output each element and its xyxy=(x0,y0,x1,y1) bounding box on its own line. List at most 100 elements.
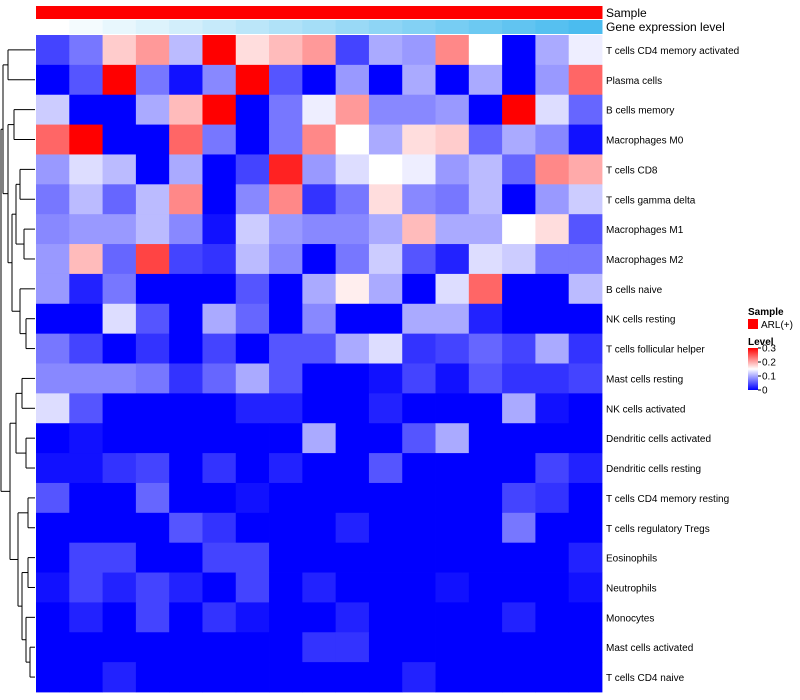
heatmap-cell xyxy=(302,482,337,514)
row-label: T cells CD4 memory resting xyxy=(606,494,729,505)
heatmap-cell xyxy=(302,632,337,663)
heatmap-cell xyxy=(402,214,436,245)
heatmap-cell xyxy=(202,333,237,364)
heatmap-cell xyxy=(335,363,370,394)
heatmap-cell xyxy=(269,542,303,573)
heatmap-cell xyxy=(169,64,203,96)
heatmap-cell xyxy=(169,453,203,484)
heatmap-cell xyxy=(402,64,436,96)
heatmap-cell xyxy=(269,333,303,364)
heatmap-cell xyxy=(468,94,503,125)
heatmap-cell xyxy=(269,154,303,185)
heatmap-cell xyxy=(135,542,170,573)
legend-sample-swatch xyxy=(748,319,758,329)
heatmap-cell xyxy=(302,662,337,693)
heatmap-cell xyxy=(302,184,337,215)
heatmap-cell xyxy=(568,363,603,394)
heatmap-cell xyxy=(335,244,370,275)
row-label: Monocytes xyxy=(606,613,654,624)
heatmap-cell xyxy=(368,303,403,335)
heatmap-cell xyxy=(568,423,603,454)
heatmap-cell xyxy=(402,244,436,275)
heatmap-cell xyxy=(368,662,403,693)
heatmap-cell xyxy=(368,512,403,544)
heatmap-cell xyxy=(402,273,436,305)
heatmap-cell xyxy=(468,64,503,96)
heatmap-cell xyxy=(169,662,203,693)
heatmap-cell xyxy=(502,184,536,215)
legend: Sample ARL(+) Level 0.3 0.2 0.1 0 xyxy=(748,307,793,397)
heatmap-cell xyxy=(335,453,370,484)
annotation-cell xyxy=(102,20,137,34)
heatmap-cell xyxy=(135,482,170,514)
heatmap-cell xyxy=(202,453,237,484)
heatmap-cell xyxy=(69,184,103,215)
row-label: Dendritic cells resting xyxy=(606,464,701,475)
heatmap-cell xyxy=(69,124,103,155)
heatmap-cell xyxy=(36,244,70,275)
heatmap-cell xyxy=(435,214,470,245)
heatmap-cell xyxy=(269,214,303,245)
heatmap-cell xyxy=(568,244,603,275)
heatmap-cell xyxy=(535,154,570,185)
row-label: T cells follicular helper xyxy=(606,345,705,356)
heatmap-cell xyxy=(468,35,503,66)
heatmap-cell xyxy=(135,303,170,335)
heatmap-cell xyxy=(102,662,137,693)
heatmap-cell xyxy=(69,482,103,514)
annotation-cell xyxy=(235,20,270,34)
heatmap-cell xyxy=(335,602,370,633)
heatmap-cell xyxy=(235,154,270,185)
heatmap-cell xyxy=(368,154,403,185)
heatmap-cell xyxy=(235,333,270,364)
heatmap-cell xyxy=(169,124,203,155)
heatmap-cell xyxy=(269,453,303,484)
heatmap-cell xyxy=(335,393,370,424)
annotation-cell xyxy=(468,20,503,34)
heatmap-cell xyxy=(502,303,536,335)
heatmap-cell xyxy=(502,423,536,454)
heatmap-cell xyxy=(468,602,503,633)
heatmap-cell xyxy=(135,244,170,275)
heatmap-cell xyxy=(568,214,603,245)
heatmap-cell xyxy=(368,35,403,66)
annotation-label-expression: Gene expression level xyxy=(606,20,725,34)
heatmap-cell xyxy=(402,363,436,394)
heatmap-cell xyxy=(568,453,603,484)
heatmap-cell xyxy=(368,94,403,125)
heatmap-cell xyxy=(102,214,137,245)
heatmap-cell xyxy=(435,482,470,514)
row-label: T cells CD8 xyxy=(606,165,658,176)
heatmap-cell xyxy=(135,64,170,96)
heatmap-cell xyxy=(368,572,403,603)
heatmap-cell xyxy=(202,423,237,454)
heatmap-cell xyxy=(69,572,103,603)
heatmap-cell xyxy=(69,363,103,394)
heatmap-cell xyxy=(202,214,237,245)
row-label: Macrophages M0 xyxy=(606,136,684,147)
heatmap-cell xyxy=(36,393,70,424)
heatmap-cell xyxy=(269,273,303,305)
heatmap-cell xyxy=(335,423,370,454)
heatmap-cell xyxy=(402,303,436,335)
heatmap-cell xyxy=(568,35,603,66)
heatmap-cell xyxy=(402,542,436,573)
heatmap-cell xyxy=(368,214,403,245)
heatmap-cell xyxy=(36,124,70,155)
heatmap-cell xyxy=(36,184,70,215)
heatmap-cell xyxy=(235,94,270,125)
heatmap-cell xyxy=(169,303,203,335)
heatmap-cell xyxy=(202,512,237,544)
heatmap-cell xyxy=(468,482,503,514)
heatmap-cell xyxy=(335,333,370,364)
heatmap-cell xyxy=(435,393,470,424)
heatmap-cell xyxy=(169,214,203,245)
heatmap-cell xyxy=(535,572,570,603)
heatmap-cell xyxy=(435,602,470,633)
row-label: Macrophages M1 xyxy=(606,225,684,236)
heatmap-cell xyxy=(235,423,270,454)
heatmap-cell xyxy=(302,572,337,603)
heatmap-cell xyxy=(468,333,503,364)
heatmap-cell xyxy=(335,35,370,66)
heatmap-cell xyxy=(535,64,570,96)
